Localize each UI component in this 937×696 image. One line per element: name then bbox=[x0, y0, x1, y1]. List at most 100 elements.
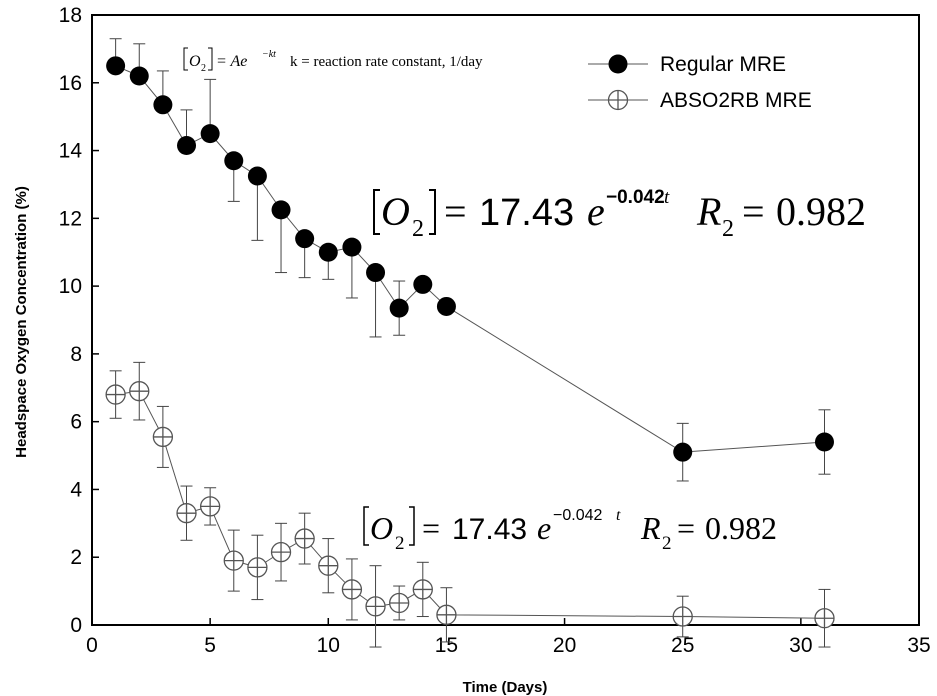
eq2-r-sub: 2 bbox=[662, 533, 672, 554]
y-tick-label: 12 bbox=[59, 207, 82, 230]
data-point-regular bbox=[224, 151, 244, 171]
data-point-absorb bbox=[341, 579, 363, 600]
model-rhs: = Ae bbox=[216, 53, 247, 70]
bracket-right bbox=[208, 47, 213, 71]
data-point-regular bbox=[177, 135, 197, 155]
data-point-regular bbox=[295, 229, 315, 249]
data-point-absorb bbox=[412, 579, 433, 600]
data-point-absorb bbox=[176, 503, 197, 524]
data-point-absorb bbox=[294, 528, 315, 549]
fit-equation-absorb: O 2 = 17.43 e −0.042 t R 2 = 0.982 bbox=[363, 506, 777, 554]
eq2-exp-var: t bbox=[616, 507, 621, 524]
legend-marker-absorb bbox=[607, 89, 629, 111]
eq2-lhs: O bbox=[370, 510, 393, 546]
x-axis-title: Time (Days) bbox=[463, 679, 548, 696]
data-point-absorb bbox=[318, 555, 339, 576]
eq2-exp: −0.042 bbox=[553, 507, 602, 524]
y-tick-label: 4 bbox=[70, 478, 82, 501]
data-point-regular bbox=[389, 298, 409, 318]
model-note: O 2 = Ae −kt k = reaction rate constant,… bbox=[183, 47, 483, 74]
y-tick-label: 18 bbox=[59, 4, 82, 27]
data-point-regular bbox=[200, 124, 220, 144]
data-point-regular bbox=[247, 166, 267, 186]
eq1-bracket-left bbox=[373, 189, 380, 235]
eq1-r-sub: 2 bbox=[722, 216, 734, 242]
eq1-exp: −0.042 bbox=[606, 187, 665, 208]
model-definition: k = reaction rate constant, 1/day bbox=[290, 54, 483, 70]
model-exp: −kt bbox=[262, 49, 276, 60]
eq2-r: R bbox=[640, 510, 661, 546]
fit-equation-regular: O 2 = 17.43 e −0.042 t R 2 = 0.982 bbox=[373, 187, 866, 242]
eq2-lhs-sub: 2 bbox=[395, 533, 405, 554]
legend-label-regular: Regular MRE bbox=[660, 53, 786, 76]
x-tick-label: 30 bbox=[789, 634, 812, 657]
data-point-absorb bbox=[105, 384, 126, 405]
y-tick-label: 14 bbox=[59, 140, 83, 163]
eq2-base: 17.43 bbox=[452, 513, 527, 546]
legend: Regular MRE ABSO2RB MRE bbox=[588, 53, 812, 112]
eq1-lhs: O bbox=[381, 189, 410, 234]
eq1-r: R bbox=[696, 189, 721, 234]
data-point-regular bbox=[106, 56, 126, 76]
series-line-regular bbox=[115, 65, 825, 453]
y-tick-label: 6 bbox=[70, 411, 82, 434]
data-point-regular bbox=[366, 263, 386, 283]
data-point-regular bbox=[271, 200, 291, 220]
data-point-absorb bbox=[152, 426, 174, 448]
y-axis-title: Headspace Oxygen Concentration (%) bbox=[13, 186, 30, 458]
eq1-bracket-right bbox=[429, 189, 436, 235]
eq2-r-equals: = bbox=[677, 510, 695, 546]
eq2-e: e bbox=[537, 510, 551, 546]
y-tick-label: 8 bbox=[70, 343, 82, 366]
data-point-regular bbox=[129, 66, 149, 86]
eq1-base: 17.43 bbox=[479, 192, 574, 234]
eq1-lhs-sub: 2 bbox=[412, 216, 424, 242]
eq1-r2-value: 0.982 bbox=[776, 189, 866, 234]
legend-label-absorb: ABSO2RB MRE bbox=[660, 89, 812, 112]
x-tick-label: 15 bbox=[435, 634, 458, 657]
model-lhs: O bbox=[189, 53, 201, 70]
eq1-exp-var: t bbox=[664, 187, 670, 208]
plot-frame bbox=[91, 14, 920, 626]
data-point-absorb bbox=[672, 606, 693, 627]
y-tick-label: 2 bbox=[70, 546, 82, 569]
legend-marker-regular bbox=[608, 54, 628, 74]
y-tick-label: 10 bbox=[59, 275, 82, 298]
series-line-absorb bbox=[115, 390, 825, 619]
x-tick-label: 25 bbox=[671, 634, 694, 657]
data-point-absorb bbox=[247, 557, 268, 578]
y-tick-label: 16 bbox=[59, 72, 82, 95]
x-tick-label: 20 bbox=[553, 634, 576, 657]
y-tick-label: 0 bbox=[70, 614, 82, 637]
data-point-absorb bbox=[365, 596, 386, 617]
eq2-equals: = bbox=[422, 510, 440, 546]
x-tick-label: 35 bbox=[907, 634, 930, 657]
data-point-regular bbox=[413, 274, 433, 294]
data-point-regular bbox=[342, 237, 362, 257]
data-point-absorb bbox=[270, 541, 292, 563]
x-tick-label: 10 bbox=[317, 634, 340, 657]
data-markers bbox=[105, 56, 835, 629]
data-point-absorb bbox=[389, 592, 410, 614]
data-point-regular bbox=[673, 442, 693, 462]
data-point-regular bbox=[153, 95, 173, 115]
eq1-r-equals: = bbox=[742, 189, 765, 234]
eq2-bracket-left bbox=[363, 506, 369, 546]
eq2-bracket-right bbox=[409, 506, 415, 546]
eq1-equals: = bbox=[444, 189, 467, 234]
model-lhs-sub: 2 bbox=[201, 63, 206, 74]
eq2-r2-value: 0.982 bbox=[705, 510, 777, 546]
data-point-regular bbox=[814, 432, 834, 452]
data-point-absorb bbox=[199, 496, 221, 517]
data-point-absorb bbox=[436, 604, 457, 625]
x-tick-label: 5 bbox=[204, 634, 216, 657]
x-tick-label: 0 bbox=[86, 634, 98, 657]
data-point-absorb bbox=[223, 550, 244, 571]
bracket-left bbox=[183, 47, 188, 71]
data-point-regular bbox=[318, 242, 338, 262]
eq1-e: e bbox=[587, 189, 605, 234]
data-point-regular bbox=[436, 296, 456, 316]
data-point-absorb bbox=[129, 381, 150, 402]
data-point-absorb bbox=[814, 608, 835, 629]
